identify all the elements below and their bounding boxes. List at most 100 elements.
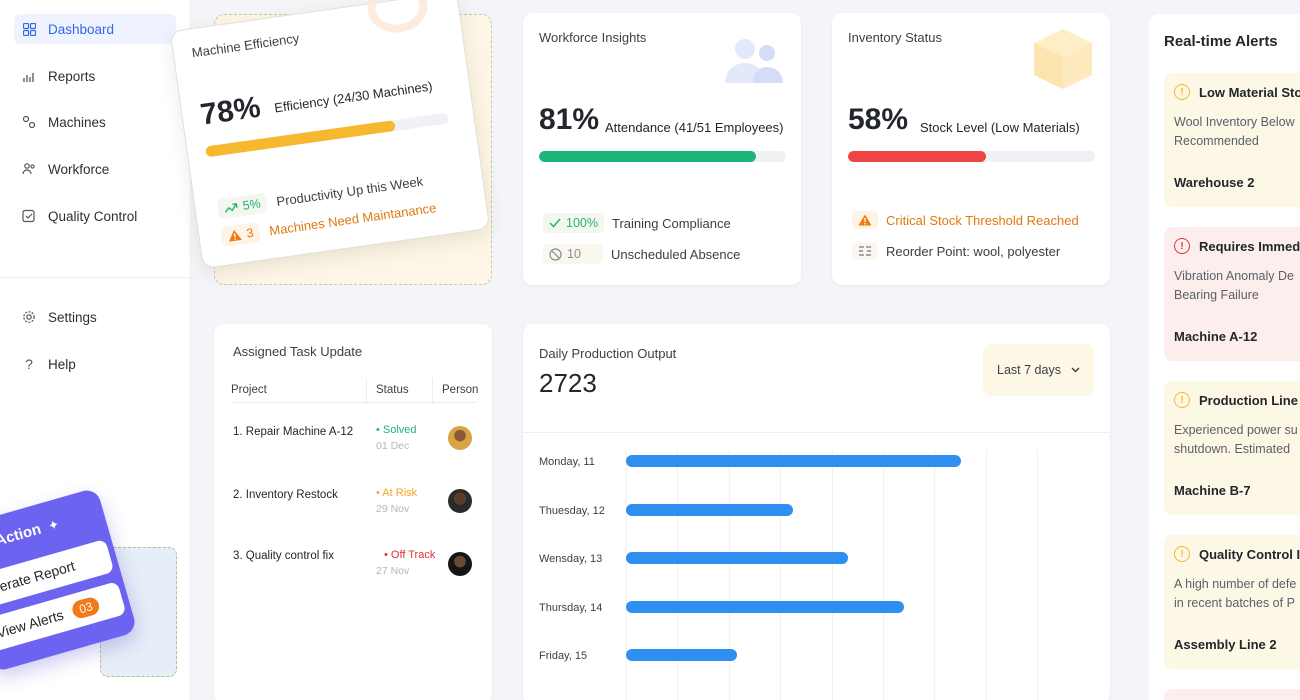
chart-bar[interactable] [626, 600, 904, 613]
workforce-card: Workforce Insights 81% Attendance (41/51… [523, 13, 801, 285]
quick-action-title: ck Action [0, 520, 44, 556]
chart-category-label: Friday, 15 [539, 650, 588, 662]
critical-label: Critical Stock Threshold Reached [886, 212, 1079, 228]
task-card [214, 324, 492, 700]
grid-line [1037, 450, 1039, 700]
alert-description: Wool Inventory Below Recommended [1174, 113, 1295, 151]
task-date: 27 Nov [376, 565, 410, 577]
sidebar-item-label: Dashboard [48, 21, 115, 37]
range-select-label: Last 7 days [997, 363, 1061, 377]
efficiency-label: Efficiency (24/30 Machines) [273, 78, 434, 116]
sidebar-item-workforce[interactable]: Workforce [14, 154, 176, 184]
inventory-title: Inventory Status [848, 30, 942, 45]
alert-card[interactable]: ! Requires Immedia Vibration Anomaly De Bea… [1164, 227, 1300, 361]
warning-icon [858, 214, 872, 226]
sidebar-item-settings[interactable]: Settings [14, 302, 176, 332]
reorder-pill [852, 242, 878, 260]
stock-label: Stock Level (Low Materials) [920, 120, 1080, 135]
machine-efficiency-title: Machine Efficiency [190, 30, 301, 61]
help-icon: ? [25, 356, 33, 372]
attendance-label: Attendance (41/51 Employees) [605, 120, 784, 135]
alert-location: Machine A-12 [1174, 329, 1258, 344]
productivity-pill: 5% [216, 192, 268, 220]
maintenance-row: 3 Machines Need Maintanance [220, 197, 437, 247]
sidebar-item-label: Machines [48, 114, 106, 130]
productivity-row: 5% Productivity Up this Week [216, 171, 425, 220]
avatar[interactable] [448, 489, 472, 513]
alert-title: Low Material Stoc [1199, 85, 1300, 100]
productivity-value: 5% [241, 196, 262, 213]
alert-description-line: in recent batches of P [1174, 596, 1295, 610]
avatar[interactable] [448, 552, 472, 576]
attendance-value: 81% [539, 103, 600, 136]
chart-bar[interactable] [626, 503, 793, 516]
grid-line [728, 450, 730, 700]
gear-icon [22, 310, 36, 324]
chart-divider [523, 432, 1110, 433]
task-project[interactable]: 3. Quality control fix [233, 550, 334, 562]
maintenance-pill: 3 [220, 221, 261, 247]
grid-line [985, 450, 987, 700]
gear-decoration-icon [364, 0, 431, 37]
box-decoration-icon [1034, 29, 1092, 89]
workforce-title: Workforce Insights [539, 30, 647, 45]
task-status: • Solved [376, 424, 417, 436]
sidebar-item-reports[interactable]: Reports [14, 61, 176, 91]
alert-description-line: A high number of defe [1174, 577, 1297, 591]
sidebar-item-dashboard[interactable]: Dashboard [14, 14, 176, 44]
attendance-progress [539, 151, 786, 162]
absence-pill: 10 [543, 244, 603, 264]
table-header-divider [231, 402, 477, 403]
alert-card[interactable]: ! Low Material Stoc Wool Inventory Below Re… [1164, 73, 1300, 207]
chart-category-label: Wensday, 13 [539, 553, 603, 565]
bar-chart-icon [22, 69, 36, 83]
users-icon [22, 162, 36, 176]
critical-row: Critical Stock Threshold Reached [852, 211, 1079, 229]
stock-progress [848, 151, 1095, 162]
task-date: 01 Dec [376, 440, 410, 452]
critical-pill [852, 211, 878, 229]
chart-category-label: Monday, 11 [539, 456, 595, 468]
generate-report-label: enerate Report [0, 557, 77, 599]
training-pill: 100% [543, 213, 604, 233]
chart-category-label: Thuesday, 12 [539, 504, 605, 517]
chart-bar[interactable] [626, 552, 848, 564]
sidebar-item-label: Reports [48, 68, 96, 84]
alert-location: Warehouse 2 [1174, 175, 1255, 190]
chart-bar[interactable] [626, 649, 737, 661]
alert-description: Vibration Anomaly De Bearing Failure [1174, 267, 1294, 305]
machine-efficiency-card[interactable]: Machine Efficiency 78% Efficiency (24/30… [169, 0, 491, 270]
header-status: Status [376, 384, 409, 396]
range-select[interactable]: Last 7 days [983, 344, 1094, 396]
absence-row: 10 Unscheduled Absence [543, 244, 740, 264]
sidebar-item-quality-control[interactable]: Quality Control [14, 201, 176, 231]
maintenance-value: 3 [245, 225, 255, 241]
col-divider [366, 378, 367, 404]
avatar[interactable] [448, 426, 472, 450]
chart-category-label: Thursday, 14 [539, 601, 603, 614]
sidebar-item-machines[interactable]: Machines [14, 107, 176, 137]
alert-card[interactable]: ! Quality Control Is A high number of defe… [1164, 535, 1300, 669]
grid-line [883, 450, 884, 700]
training-row: 100% Training Compliance [543, 213, 731, 233]
sidebar-divider [0, 277, 191, 278]
col-divider [432, 378, 433, 404]
chart-bar[interactable] [626, 455, 961, 467]
alert-location: Assembly Line 2 [1174, 637, 1277, 652]
task-project[interactable]: 1. Repair Machine A-12 [233, 426, 354, 438]
users-decoration-icon [725, 39, 783, 83]
sidebar-item-help[interactable]: ? Help [14, 349, 176, 379]
alert-description-line: shutdown. Estimated [1174, 442, 1291, 456]
task-title: Assigned Task Update [233, 344, 363, 359]
absence-label: Unscheduled Absence [611, 246, 741, 262]
sidebar-item-label: Settings [48, 309, 97, 325]
grid-line [780, 450, 782, 700]
sidebar-item-label: Workforce [48, 161, 110, 177]
task-project[interactable]: 2. Inventory Restock [233, 489, 338, 501]
block-icon [549, 247, 562, 261]
alert-card[interactable]: ! Production Line D Experienced power su sh… [1164, 381, 1300, 515]
alert-card[interactable] [1164, 689, 1300, 700]
alert-description-line: Experienced power su [1174, 423, 1298, 437]
production-total: 2723 [539, 368, 597, 398]
sidebar-item-label: Quality Control [48, 208, 138, 224]
